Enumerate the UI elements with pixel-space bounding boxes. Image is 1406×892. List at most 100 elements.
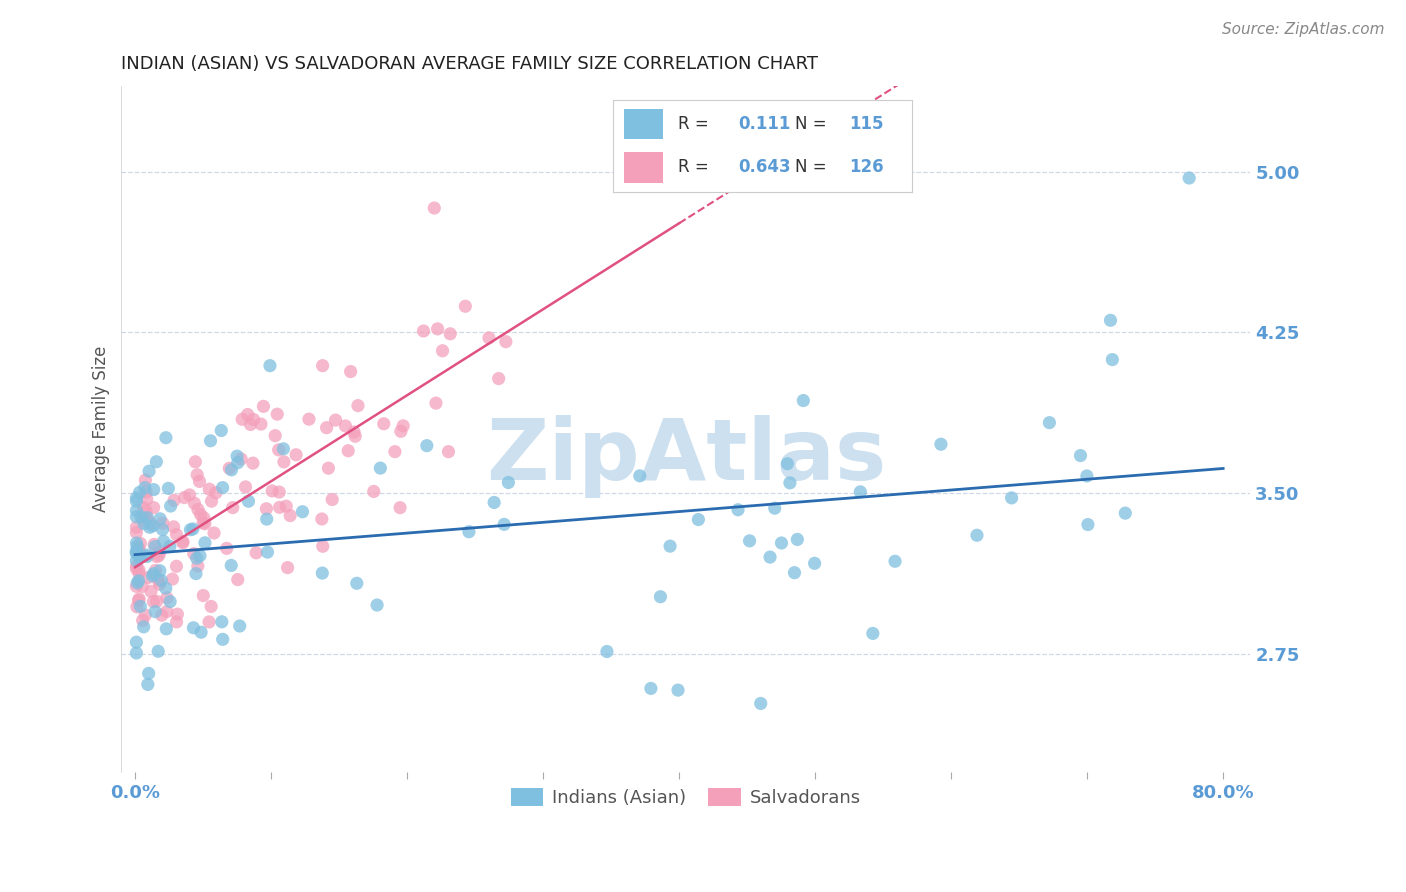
Point [128,593,150,607]
Point [190,625,212,640]
Point [125,544,148,558]
Point [273,442,295,456]
Point [156,591,179,605]
Point [315,420,337,434]
Point [127,575,149,590]
Point [156,605,179,619]
Point [412,324,434,338]
Point [125,494,148,508]
Point [437,444,460,458]
Point [157,481,180,495]
Point [236,408,259,422]
Point [256,512,278,526]
Point [389,500,412,515]
Point [125,509,148,524]
Point [666,683,689,698]
Point [145,594,167,608]
Point [166,607,188,622]
Point [166,559,188,574]
Point [478,331,501,345]
Point [125,646,148,660]
Point [125,539,148,553]
Point [132,500,155,515]
Point [688,512,710,526]
Point [211,615,233,629]
Point [779,475,801,490]
Point [125,491,148,505]
Point [125,546,148,560]
Point [183,621,205,635]
Point [128,563,150,577]
Point [125,579,148,593]
Point [776,457,799,471]
Point [495,334,517,349]
Point [179,523,201,537]
Point [135,485,157,500]
Point [211,481,233,495]
Point [759,550,782,565]
Point [432,343,454,358]
Point [783,566,806,580]
Point [1001,491,1024,505]
Point [344,429,367,443]
Point [194,536,217,550]
Point [128,591,150,606]
Point [136,677,159,691]
Point [650,590,672,604]
Point [125,545,148,559]
Point [256,545,278,559]
Point [132,620,155,634]
Point [343,425,366,439]
Point [1077,517,1099,532]
Point [439,326,461,341]
Point [173,491,195,505]
Point [215,541,238,556]
Point [148,574,170,588]
Point [347,399,370,413]
Point [231,412,253,426]
Point [142,595,165,609]
Point [142,500,165,515]
Point [136,511,159,525]
Point [146,549,169,564]
Point [318,461,340,475]
Point [1076,469,1098,483]
Point [125,525,148,540]
Point [129,509,152,524]
Point [849,484,872,499]
Point [148,644,170,658]
Point [128,543,150,558]
Point [138,464,160,478]
Point [792,393,814,408]
Point [190,508,212,522]
Point [143,540,166,554]
Point [494,517,516,532]
Point [363,484,385,499]
Point [1101,352,1123,367]
Point [149,564,172,578]
Point [628,468,651,483]
Point [370,461,392,475]
Point [128,566,150,581]
Point [142,519,165,533]
Point [200,434,222,448]
Point [337,443,360,458]
Point [125,562,148,576]
Point [291,505,314,519]
Point [426,322,449,336]
Point [298,412,321,426]
Point [159,539,181,553]
Point [136,570,159,584]
Point [163,493,186,508]
Point [312,539,335,553]
Point [219,558,242,573]
Point [252,400,274,414]
Point [142,566,165,581]
Point [321,492,343,507]
Point [384,444,406,458]
Text: ZipAtlas: ZipAtlas [485,415,886,498]
Point [149,512,172,526]
Point [198,482,221,496]
Point [228,619,250,633]
Point [278,508,301,523]
